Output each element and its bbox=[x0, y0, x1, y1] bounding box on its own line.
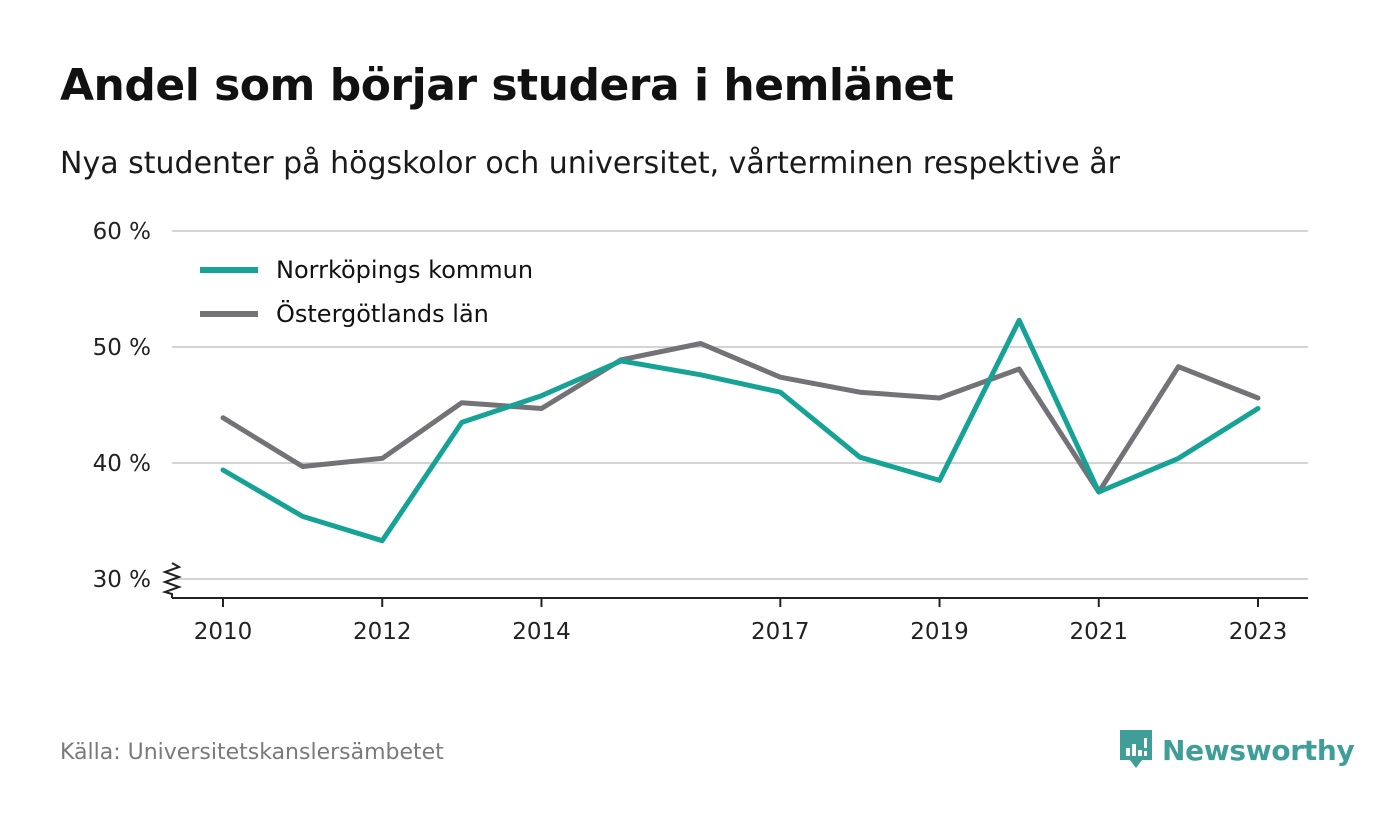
source-note: Källa: Universitetskanslersämbetet bbox=[60, 740, 444, 765]
y-tick-label: 30 % bbox=[93, 567, 151, 593]
y-tick-label: 50 % bbox=[93, 335, 151, 361]
y-tick-label: 60 % bbox=[93, 219, 151, 245]
x-tick-label: 2012 bbox=[353, 619, 412, 645]
chart-title: Andel som börjar studera i hemlänet bbox=[60, 60, 954, 111]
series-lines bbox=[220, 317, 1261, 544]
newsworthy-logo-icon bbox=[1120, 730, 1152, 768]
axis-break-mark bbox=[161, 562, 182, 598]
x-tick-label: 2023 bbox=[1229, 619, 1288, 645]
series-line-1 bbox=[220, 341, 1261, 495]
x-tick-label: 2010 bbox=[194, 619, 253, 645]
x-tick-label: 2019 bbox=[910, 619, 969, 645]
series-line-0 bbox=[220, 317, 1261, 544]
x-tick-label: 2014 bbox=[512, 619, 571, 645]
x-axis: 2010 2012 2014 2017 2019 2021 2023 bbox=[161, 562, 1308, 645]
legend-label: Östergötlands län bbox=[276, 299, 489, 328]
legend: Norrköpings kommun Östergötlands län bbox=[200, 256, 533, 328]
y-tick-label: 40 % bbox=[93, 451, 151, 477]
chart-subtitle: Nya studenter på högskolor och universit… bbox=[60, 146, 1120, 181]
newsworthy-logo-text: Newsworthy bbox=[1162, 733, 1355, 767]
y-axis: 30 % 40 % 50 % 60 % bbox=[93, 219, 151, 593]
x-tick-label: 2021 bbox=[1069, 619, 1128, 645]
x-tick-label: 2017 bbox=[751, 619, 810, 645]
legend-label: Norrköpings kommun bbox=[276, 256, 533, 284]
newsworthy-logo: Newsworthy bbox=[1118, 728, 1355, 772]
